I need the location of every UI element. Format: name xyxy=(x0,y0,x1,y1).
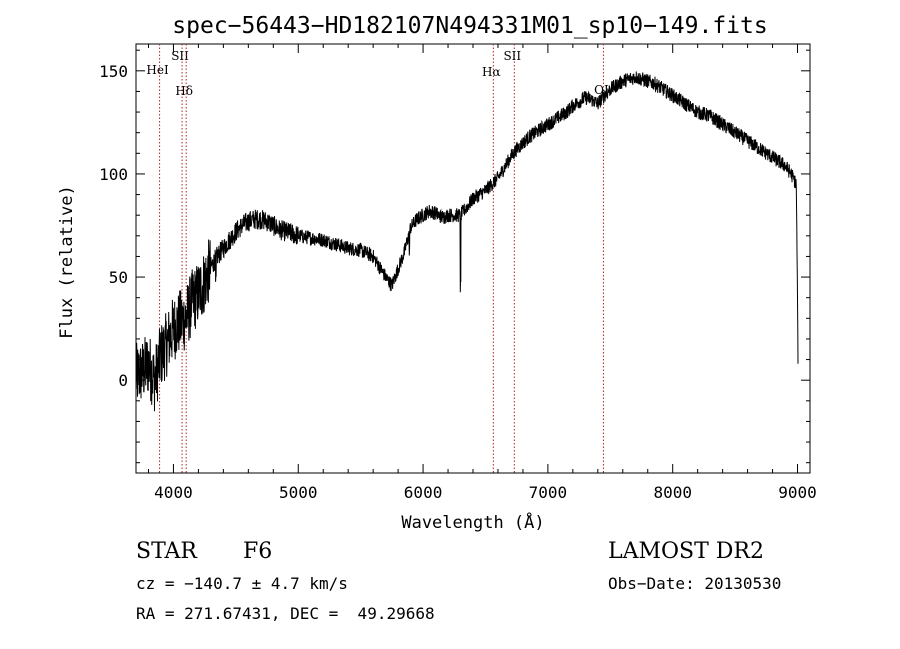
redshift-readout: cz = −140.7 ± 4.7 km/s xyxy=(136,574,348,593)
observation-date: Obs−Date: 20130530 xyxy=(608,574,782,593)
spectrum-series xyxy=(135,71,799,412)
x-axis-ticks: 4000 5000 6000 7000 8000 9000 xyxy=(147,44,817,502)
line-marker-label: HeI xyxy=(146,63,169,77)
y-tick-label: 50 xyxy=(109,268,128,287)
plot-frame xyxy=(135,43,811,474)
y-tick-label: 100 xyxy=(99,165,128,184)
line-marker-label: SII xyxy=(171,49,189,63)
coordinates-readout: RA = 271.67431, DEC = 49.29668 xyxy=(136,604,435,623)
x-tick-label: 6000 xyxy=(404,483,443,502)
x-tick-label: 4000 xyxy=(154,483,193,502)
y-axis-ticks: 0 50 100 150 xyxy=(99,49,810,464)
x-tick-label: 7000 xyxy=(529,483,568,502)
x-tick-label: 9000 xyxy=(778,483,817,502)
chart-title: spec−56443−HD182107N494331M01_sp10−149.f… xyxy=(172,13,767,39)
y-tick-label: 0 xyxy=(118,371,128,390)
line-marker-label: SII xyxy=(503,49,521,63)
object-class: STAR xyxy=(136,539,197,564)
survey-name: LAMOST DR2 xyxy=(608,539,764,564)
x-axis-label: Wavelength (Å) xyxy=(401,511,544,533)
line-marker-label: Hα xyxy=(482,65,501,79)
y-tick-label: 150 xyxy=(99,62,128,81)
x-tick-label: 5000 xyxy=(279,483,318,502)
y-axis-label: Flux (relative) xyxy=(57,185,77,339)
object-subclass: F6 xyxy=(243,539,273,564)
x-tick-label: 8000 xyxy=(653,483,692,502)
line-marker-label: Hδ xyxy=(175,84,193,98)
spectrum-line xyxy=(135,71,799,412)
